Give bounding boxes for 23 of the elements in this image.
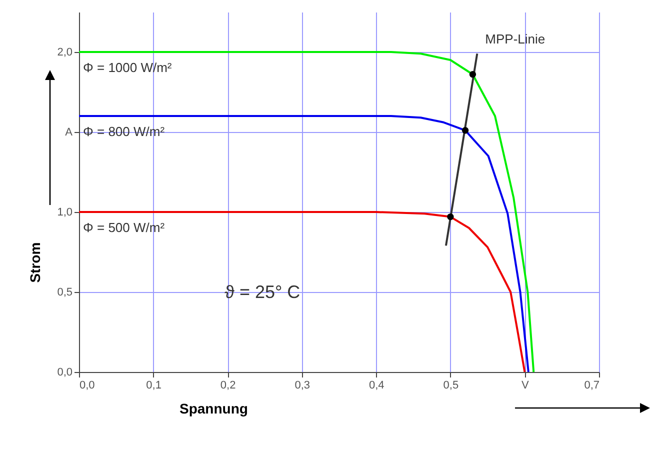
x-tick-label: 0,5 xyxy=(443,380,459,392)
y-axis-title: Strom xyxy=(27,242,44,283)
y-tick-label: A xyxy=(65,126,74,138)
x-tick-label: 0,2 xyxy=(220,380,236,392)
x-tick-label: 0,3 xyxy=(294,380,310,392)
y-tick-label: 0,5 xyxy=(57,286,72,298)
series-label: Φ = 500 W/m² xyxy=(83,220,166,235)
x-tick-label: 0,4 xyxy=(368,380,384,392)
series-label: Φ = 800 W/m² xyxy=(83,124,166,139)
x-tick-label: V xyxy=(522,380,530,392)
y-tick-label: 0,0 xyxy=(57,366,72,378)
x-tick-label: 0,1 xyxy=(146,380,162,392)
x-tick-label: 0,0 xyxy=(80,380,95,392)
annotation: ϑ = 25° C xyxy=(224,282,300,302)
x-tick-label: 0,7 xyxy=(584,380,600,392)
series-label: MPP-Linie xyxy=(485,32,546,47)
y-tick-label: 1,0 xyxy=(57,206,72,218)
x-axis-title: Spannung xyxy=(180,400,248,416)
line-series xyxy=(78,115,530,373)
series-label: Φ = 1000 W/m² xyxy=(83,60,172,75)
line-series xyxy=(78,51,535,373)
line-series xyxy=(78,211,526,373)
y-tick-label: 2,0 xyxy=(57,46,72,58)
